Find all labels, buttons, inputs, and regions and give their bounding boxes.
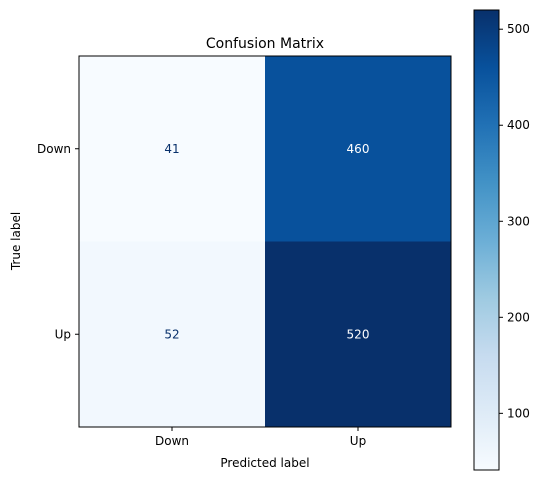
y-tick-label: Up	[55, 327, 71, 341]
matrix-cell-up-down	[79, 241, 265, 427]
x-tick-label: Up	[350, 434, 366, 448]
colorbar-tick-label: 500	[507, 22, 530, 36]
y-axis-ticks: Down Up	[37, 142, 79, 341]
colorbar	[473, 9, 500, 471]
x-axis-label: Predicted label	[220, 456, 309, 470]
x-tick-label: Down	[155, 434, 189, 448]
matrix-value-label: 520	[347, 327, 370, 341]
matrix-values: 41 460 52 520	[164, 142, 369, 342]
colorbar-tick-label: 100	[507, 406, 530, 420]
x-axis-ticks: Down Up	[155, 427, 366, 448]
chart-title: Confusion Matrix	[206, 36, 324, 52]
colorbar-ticks: 100 200 300 400 500	[499, 22, 530, 420]
matrix-cells	[79, 56, 451, 427]
y-axis-label: True label	[9, 212, 23, 271]
matrix-value-label: 460	[347, 142, 370, 156]
colorbar-tick-label: 400	[507, 118, 530, 132]
y-tick-label: Down	[37, 142, 71, 156]
colorbar-tick-label: 200	[507, 310, 530, 324]
plot-frame	[78, 55, 452, 428]
matrix-value-label: 52	[164, 327, 179, 341]
colorbar-tick-label: 300	[507, 214, 530, 228]
matrix-cell-up-up	[265, 241, 451, 427]
matrix-value-label: 41	[164, 142, 179, 156]
matrix-cell-down-down	[79, 56, 265, 242]
matrix-cell-down-up	[265, 56, 451, 242]
